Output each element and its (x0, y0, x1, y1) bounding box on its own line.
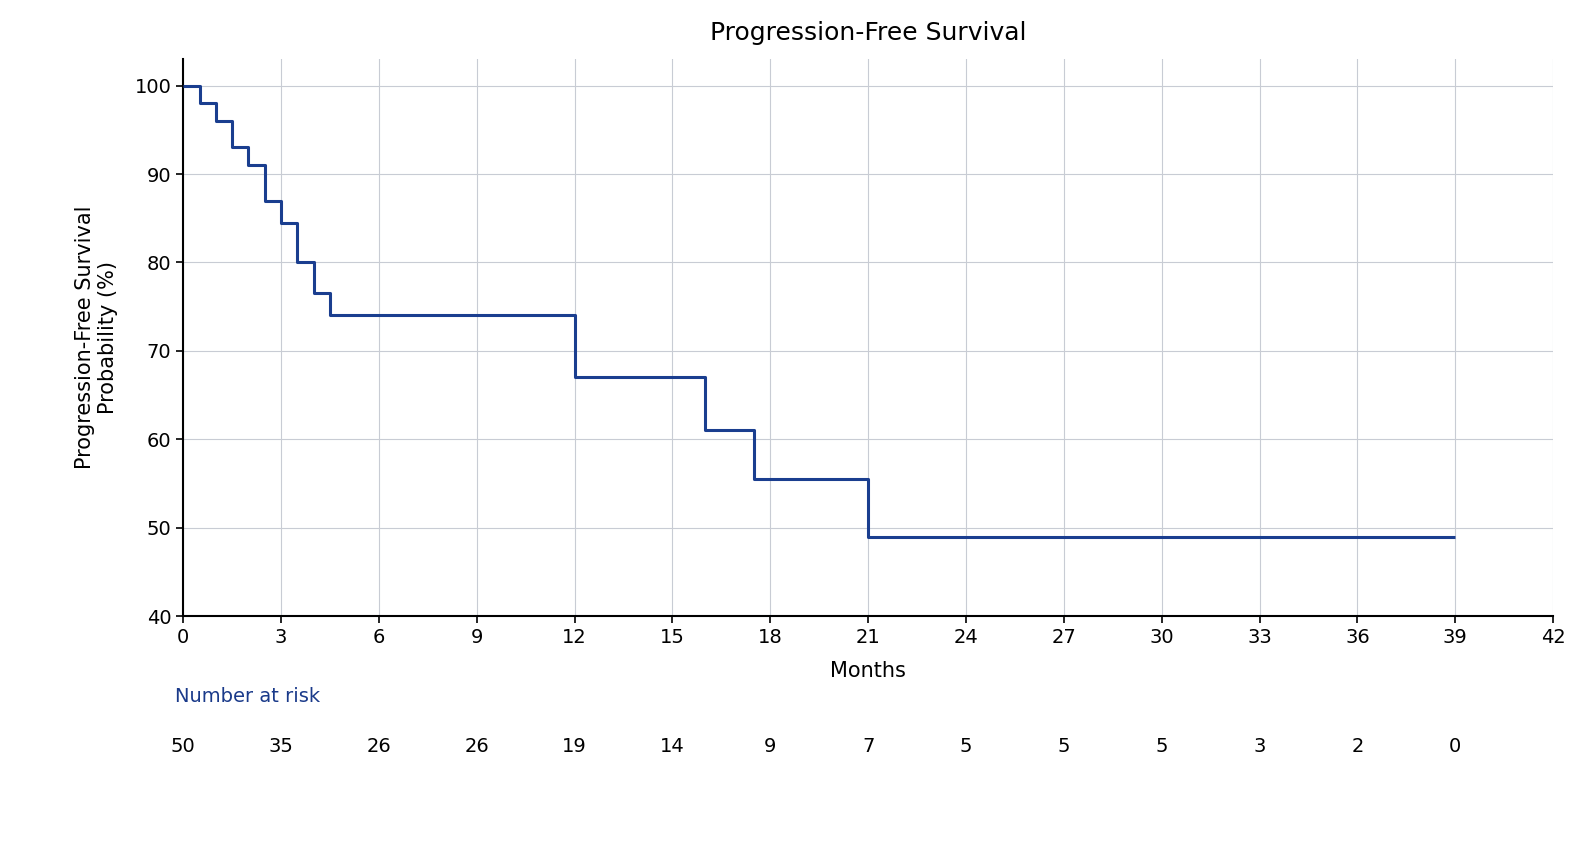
Text: 35: 35 (269, 738, 293, 756)
Y-axis label: Progression-Free Survival
Probability (%): Progression-Free Survival Probability (%… (75, 206, 118, 469)
Text: Number at risk: Number at risk (175, 687, 320, 706)
Text: 5: 5 (1155, 738, 1168, 756)
Text: 19: 19 (562, 738, 586, 756)
Text: 3: 3 (1254, 738, 1266, 756)
Text: 2: 2 (1351, 738, 1364, 756)
X-axis label: Months: Months (830, 661, 906, 681)
Text: 5: 5 (961, 738, 972, 756)
Text: 50: 50 (170, 738, 196, 756)
Text: 26: 26 (465, 738, 489, 756)
Text: 7: 7 (862, 738, 875, 756)
Text: 5: 5 (1058, 738, 1070, 756)
Text: 14: 14 (660, 738, 685, 756)
Text: 26: 26 (366, 738, 392, 756)
Text: 0: 0 (1450, 738, 1461, 756)
Text: 9: 9 (765, 738, 776, 756)
Title: Progression-Free Survival: Progression-Free Survival (710, 20, 1026, 45)
